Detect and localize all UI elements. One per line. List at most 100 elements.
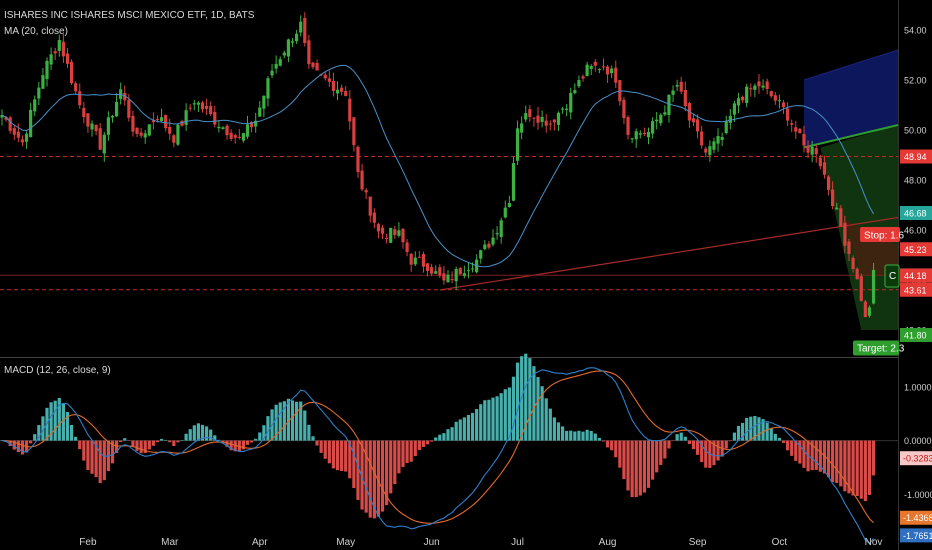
x-tick-label: Sep: [689, 537, 707, 548]
candle-body: [348, 98, 352, 122]
macd-histogram-bar: [605, 440, 610, 448]
macd-histogram-bar: [57, 397, 61, 441]
macd-histogram-bar: [335, 440, 340, 471]
macd-histogram-bar: [597, 437, 601, 441]
macd-histogram-bar: [78, 440, 82, 450]
stop-label: Stop: 1.6: [864, 231, 904, 242]
macd-histogram-bar: [278, 402, 282, 441]
macd-histogram-bar: [560, 426, 565, 441]
candle-body: [229, 132, 233, 139]
macd-histogram-bar: [69, 424, 74, 441]
candle-body: [184, 110, 188, 125]
x-tick-label: Nov: [865, 537, 883, 548]
candle-body: [724, 121, 728, 134]
macd-histogram-bar: [65, 411, 70, 441]
price-label: 43.61: [904, 285, 927, 295]
trendline: [439, 216, 899, 291]
macd-histogram-bar: [417, 440, 421, 451]
macd-histogram-bar: [790, 440, 794, 456]
macd-histogram-bar: [716, 440, 720, 461]
candle-body: [16, 131, 20, 138]
candle-body: [434, 271, 438, 274]
candle-body: [102, 134, 106, 154]
price-tick-label: 50.00: [904, 126, 927, 136]
macd-histogram-bar: [143, 440, 147, 454]
candle-body: [863, 301, 867, 318]
macd-line: [1, 367, 874, 545]
macd-histogram-bar: [430, 440, 434, 442]
macd-histogram-bar: [438, 434, 442, 441]
candle-body: [597, 69, 601, 71]
macd-histogram-bar: [319, 440, 323, 453]
macd-histogram-bar: [401, 440, 405, 467]
macd-histogram-bar: [258, 432, 262, 441]
candle-body: [139, 132, 143, 136]
candle-body: [45, 60, 49, 80]
price-label-box: [900, 242, 932, 257]
macd-histogram-bar: [728, 440, 732, 442]
candle-body: [622, 99, 626, 119]
macd-histogram-bar: [470, 412, 475, 441]
candle-body: [397, 230, 401, 236]
macd-histogram-bar: [209, 429, 213, 441]
candle-body: [470, 268, 475, 270]
candle-body: [839, 208, 843, 227]
macd-histogram-bar: [204, 426, 209, 441]
candle-body: [135, 127, 139, 134]
candle-body: [4, 116, 8, 120]
macd-histogram-bar: [814, 440, 818, 470]
candle-body: [532, 117, 536, 119]
candle-body: [667, 95, 671, 115]
candle-body: [290, 41, 295, 43]
macd-histogram-bar: [593, 433, 597, 441]
candle-body: [483, 244, 487, 250]
candle-body: [430, 267, 434, 274]
macd-value: -1.7651: [903, 531, 932, 541]
candle-body: [438, 267, 442, 276]
candle-body: [274, 63, 278, 69]
candle-body: [164, 114, 168, 129]
candle-body: [515, 128, 520, 161]
macd-histogram-bar: [274, 404, 278, 441]
macd-histogram-bar: [82, 440, 86, 461]
candle-body: [262, 95, 266, 109]
macd-histogram-bar: [425, 440, 430, 445]
macd-histogram-bar: [303, 410, 307, 441]
candle-body: [209, 106, 213, 115]
macd-histogram-bar: [192, 425, 196, 441]
candle-body: [544, 120, 548, 126]
macd-histogram-bar: [495, 396, 499, 441]
chart-title: ISHARES INC ISHARES MSCI MEXICO ETF, 1D,…: [4, 10, 255, 21]
candle-body: [511, 163, 516, 201]
macd-histogram-bar: [344, 440, 348, 472]
candle-body: [8, 117, 12, 131]
candle-body: [867, 307, 872, 316]
candle-body: [323, 74, 327, 79]
macd-histogram-bar: [348, 440, 352, 479]
macd-histogram-bar: [548, 408, 552, 441]
candle-body: [642, 132, 647, 135]
macd-histogram-bar: [863, 440, 867, 502]
candle-body: [720, 136, 724, 140]
candle-body: [540, 116, 544, 122]
candle-body: [401, 228, 405, 243]
candle-body: [822, 162, 827, 175]
macd-histogram-bar: [781, 440, 786, 443]
macd-histogram-bar: [454, 421, 458, 441]
candle-body: [573, 90, 577, 94]
candle-body: [601, 66, 606, 68]
macd-histogram-bar: [421, 440, 426, 447]
macd-histogram-bar: [822, 440, 827, 474]
macd-histogram-bar: [569, 430, 573, 441]
candle-body: [286, 39, 291, 57]
macd-histogram-bar: [168, 440, 172, 443]
price-tick-label: 46.00: [904, 226, 927, 236]
candle-body: [213, 112, 217, 125]
candle-body: [356, 146, 360, 173]
price-label-box: [900, 149, 932, 164]
macd-histogram-bar: [393, 440, 397, 485]
candle-body: [413, 257, 417, 265]
macd-histogram-bar: [450, 427, 454, 441]
macd-histogram-bar: [565, 430, 569, 441]
macd-histogram-bar: [843, 440, 847, 492]
